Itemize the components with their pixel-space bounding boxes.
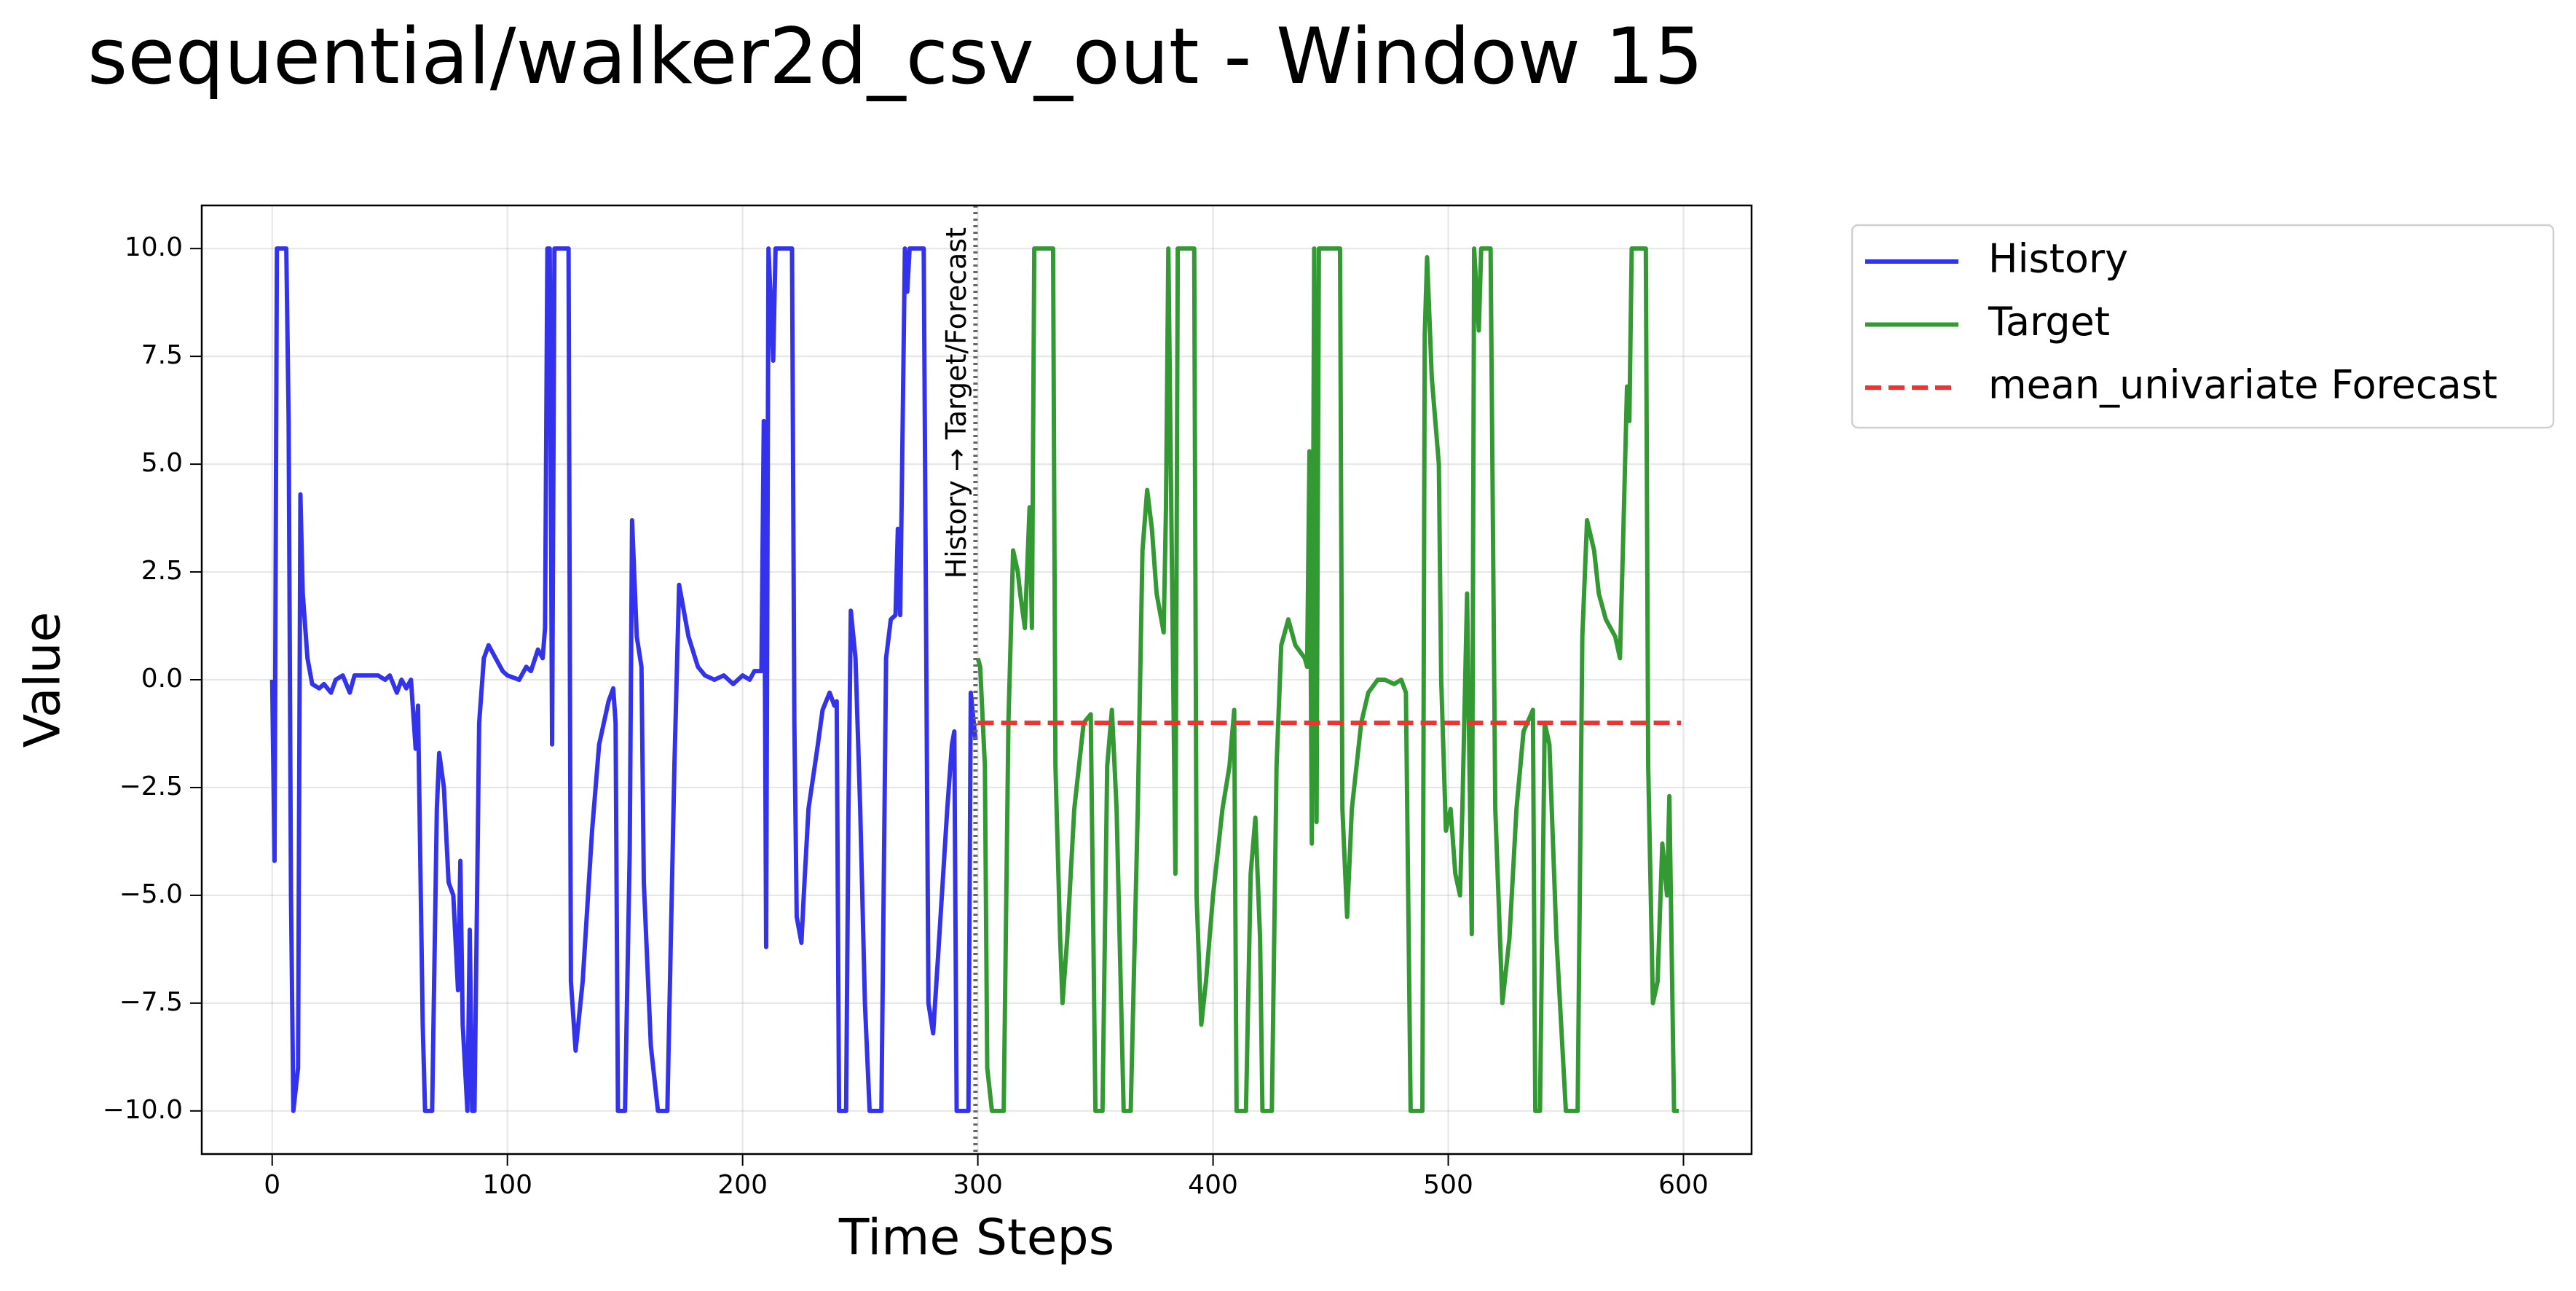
x-tick-label: 600: [1658, 1170, 1709, 1200]
x-axis-label: Time Steps: [838, 1209, 1114, 1267]
legend-box: [1851, 224, 2555, 429]
y-tick-label: −2.5: [119, 772, 183, 801]
y-tick-label: −5.0: [119, 879, 183, 909]
y-tick-label: 0.0: [141, 664, 183, 694]
y-tick-label: −10.0: [103, 1095, 183, 1125]
y-tick-label: 5.0: [141, 448, 183, 478]
plot-frame: [200, 204, 1753, 1155]
y-tick-label: 7.5: [141, 340, 183, 370]
divider-annotation: History → Target/Forecast: [940, 227, 972, 578]
x-tick-label: 200: [717, 1170, 768, 1200]
series-line: [269, 246, 978, 1113]
y-tick-label: −7.5: [119, 987, 183, 1017]
y-axis-label: Value: [15, 612, 72, 748]
legend-label: mean_univariate Forecast: [1988, 362, 2497, 408]
legend-label: Target: [1988, 299, 2110, 345]
y-tick-label: 2.5: [141, 556, 183, 586]
x-tick-label: 300: [953, 1170, 1003, 1200]
chart-title: sequential/walker2d_csv_out - Window 15: [87, 12, 1703, 101]
x-tick-label: 400: [1188, 1170, 1238, 1200]
series-line: [975, 246, 1679, 1113]
x-tick-label: 500: [1423, 1170, 1473, 1200]
x-tick-label: 100: [482, 1170, 532, 1200]
y-tick-label: 10.0: [125, 232, 183, 262]
legend-label: History: [1988, 236, 2128, 282]
x-tick-label: 0: [264, 1170, 280, 1200]
